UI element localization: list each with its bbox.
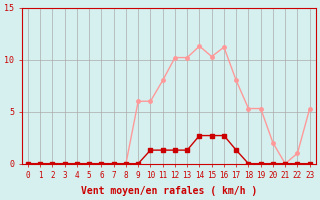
X-axis label: Vent moyen/en rafales ( km/h ): Vent moyen/en rafales ( km/h ) — [81, 186, 257, 196]
